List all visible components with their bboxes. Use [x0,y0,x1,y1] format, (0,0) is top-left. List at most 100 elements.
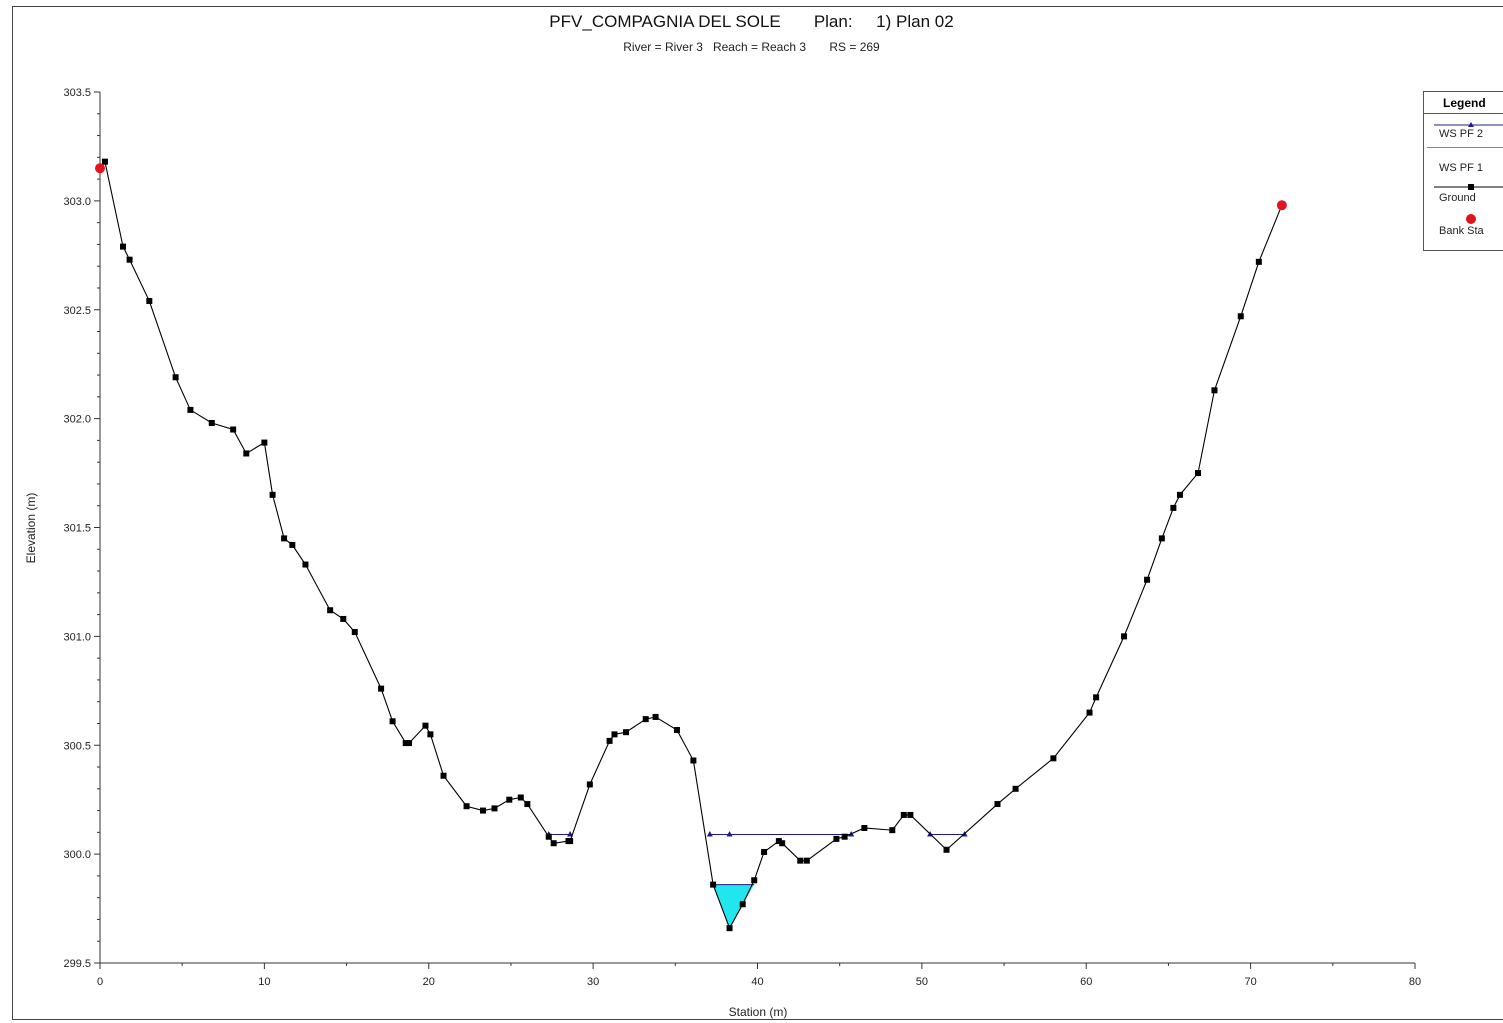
ground-point [389,718,396,725]
ground-point [652,713,659,720]
legend-item-ws-pf1: WS PF 1 [1424,148,1503,181]
ground-point [889,827,896,834]
ground-point [269,491,276,498]
ground-point [120,243,127,250]
ground-point [1176,491,1183,498]
ground-point [406,740,413,747]
ground-point [208,419,215,426]
ground-point [900,811,907,818]
ground-point [427,731,434,738]
ground-point [517,794,524,801]
legend-item-bank-sta: Bank Sta [1424,211,1503,244]
ground-point [545,833,552,840]
ground-point [506,796,513,803]
chart-subtitle: River = River 3 Reach = Reach 3 RS = 269 [623,40,880,54]
legend-divider [1427,147,1503,148]
y-tick-label: 301.0 [63,631,91,643]
ground-point [726,925,733,932]
ground-point [907,811,914,818]
x-tick-label: 40 [751,976,763,988]
axes: 299.5 300.0 300.5 301.0 301.5 302.0 302.5 303.0… [63,87,1421,988]
bank-station-point [1276,200,1287,211]
water-fill [713,884,755,929]
ground-point [861,824,868,831]
legend-item-ground: Ground [1424,178,1503,211]
ground-point [187,406,194,413]
ground-point [479,807,486,814]
ground-point [833,835,840,842]
ground-point [710,881,717,888]
ws-pf2-marker [726,831,733,837]
ground-point [779,840,786,847]
ground-point [1195,470,1202,477]
ground-point [440,772,447,779]
ground-point [673,727,680,734]
x-tick-label: 30 [587,976,599,988]
legend-ground-symbol [1434,184,1503,190]
x-tick-label: 60 [1080,976,1092,988]
x-tick-label: 70 [1245,976,1257,988]
ground-point [642,716,649,723]
y-tick-label: 303.0 [63,196,91,208]
ground-point [690,757,697,764]
ground-point [327,607,334,614]
ground-point [1255,258,1262,265]
ground-point [623,729,629,736]
ground-point [550,840,557,847]
ground-profile [97,158,1285,932]
x-tick-label: 50 [916,976,928,988]
ground-point [841,833,848,840]
legend-item-ws-pf2: WS PF 2 [1424,114,1503,147]
x-tick-label: 20 [423,976,435,988]
ground-point [340,615,347,622]
ground-point [101,158,108,165]
x-axis-label: Station (m) [728,1005,788,1019]
ground-point [351,629,358,636]
ground-point [1093,694,1100,701]
ground-point [994,801,1001,808]
ground-point [281,535,288,542]
ground-point [1170,504,1177,511]
y-tick-label: 301.5 [63,523,91,535]
x-tick-label: 0 [97,976,103,988]
ground-point [1237,313,1244,320]
ground-line [99,160,1283,930]
ground-point [243,450,250,457]
water-surface [545,831,968,837]
ground-point [261,439,268,446]
y-tick-label: 303.5 [63,87,91,99]
legend-ws-pf1-label: WS PF 1 [1439,162,1484,174]
ground-point [1144,576,1151,583]
ground-point [463,803,470,810]
legend-ws-pf2-label: WS PF 2 [1439,128,1484,140]
ground-point [126,256,133,263]
ws-pf2-marker [706,831,713,837]
legend-bank-sta-label: Bank Sta [1439,225,1484,237]
y-tick-label: 300.0 [63,849,91,861]
ground-point [491,805,498,812]
ground-point [797,857,804,864]
ground-point [611,731,618,738]
ground-point [289,541,296,548]
ground-point [739,901,746,908]
ground-point [302,561,309,568]
y-tick-label: 299.5 [63,958,91,970]
chart-title: PFV_COMPAGNIA DEL SOLE Plan: 1) Plan 02 [549,12,954,31]
legend-title: Legend [1424,92,1503,114]
ground-point [1086,709,1093,716]
ground-point [803,857,810,864]
y-tick-label: 302.5 [63,305,91,317]
ground-point [230,426,237,433]
ground-point [1050,755,1057,762]
ground-point [146,298,153,305]
ground-point [586,781,593,788]
ground-point [172,374,179,381]
legend-ws-pf2-symbol [1434,122,1503,127]
ground-point [751,877,758,884]
water-fill-ws-pf1 [713,884,755,929]
x-tick-label: 10 [258,976,270,988]
y-tick-label: 302.0 [63,414,91,426]
ground-point [606,737,613,744]
ground-point [378,685,385,692]
